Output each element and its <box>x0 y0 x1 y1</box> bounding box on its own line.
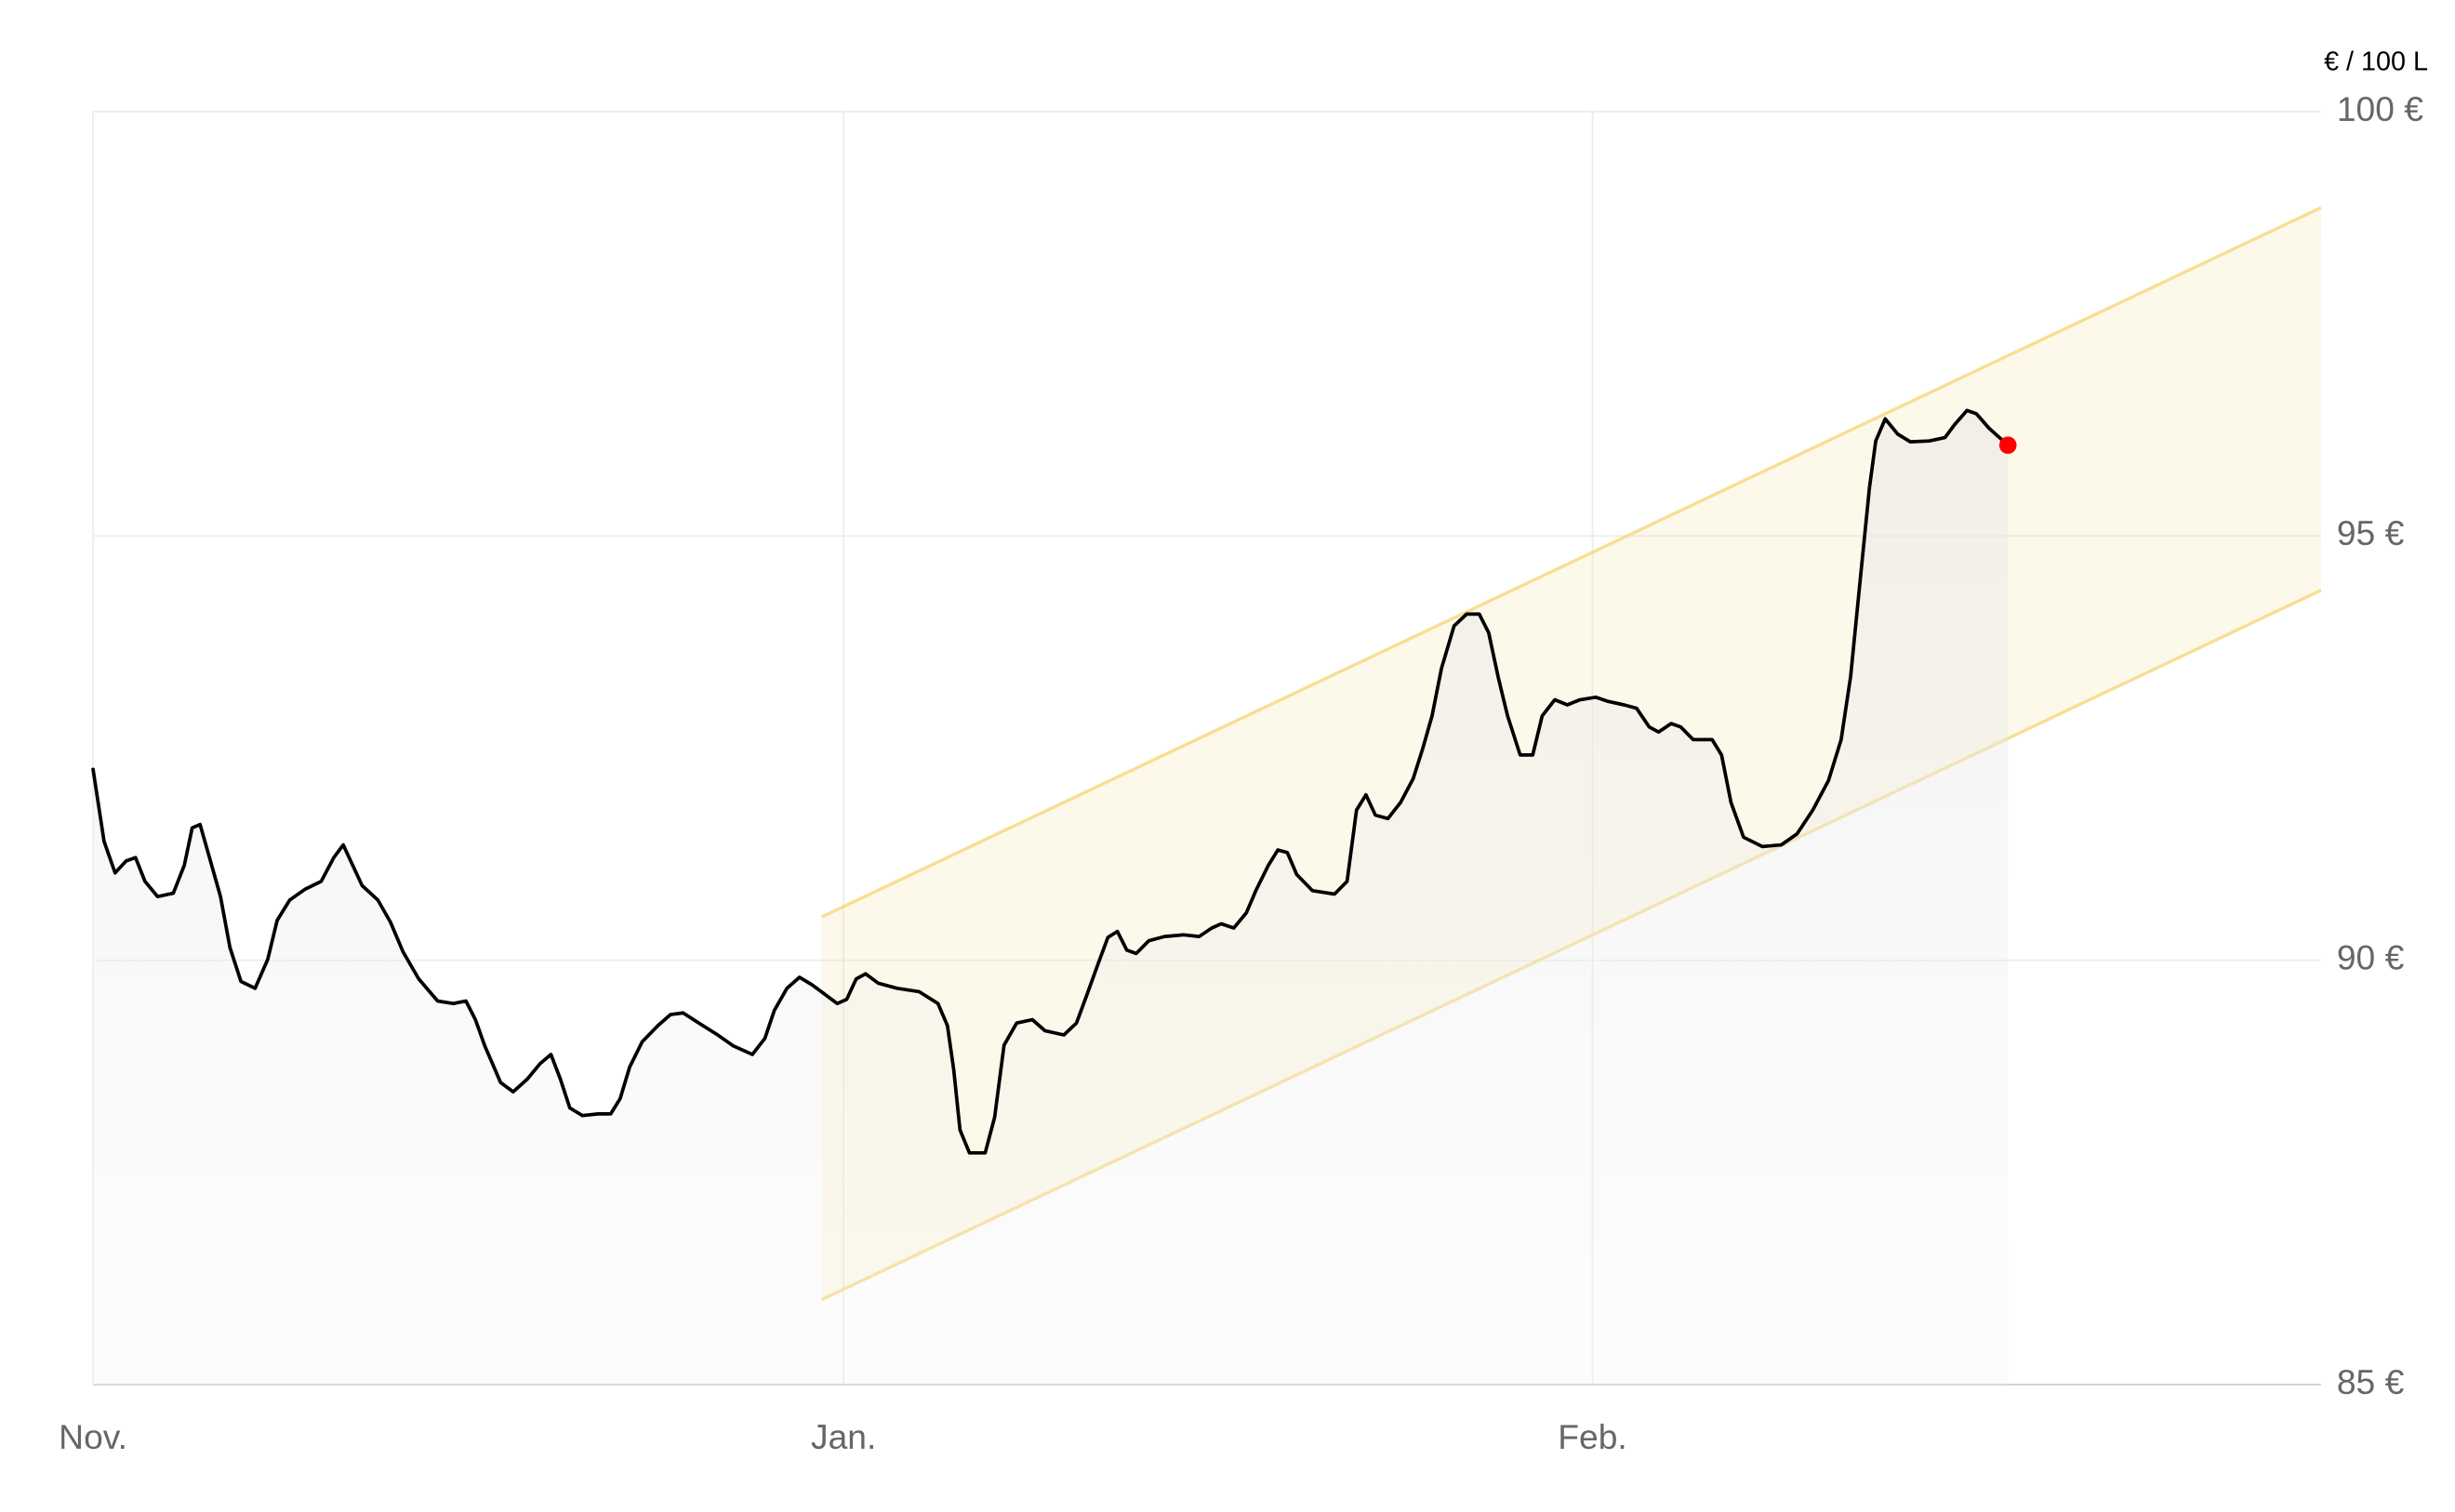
y-tick-label: 95 € <box>2337 513 2405 552</box>
line <box>91 408 2010 1155</box>
x-tick-label: Jan. <box>811 1417 876 1456</box>
x-tick-label: Feb. <box>1558 1417 1626 1456</box>
unit-label: € / 100 L <box>2324 46 2428 76</box>
area <box>93 410 2009 1385</box>
last-point <box>1998 436 2017 455</box>
y-tick-label: 85 € <box>2337 1362 2405 1401</box>
y-tick-label: 90 € <box>2337 938 2405 977</box>
y-tick-label: 100 € <box>2337 89 2423 128</box>
x-tick-label: Nov. <box>59 1417 127 1456</box>
channel-upper <box>820 206 2322 919</box>
